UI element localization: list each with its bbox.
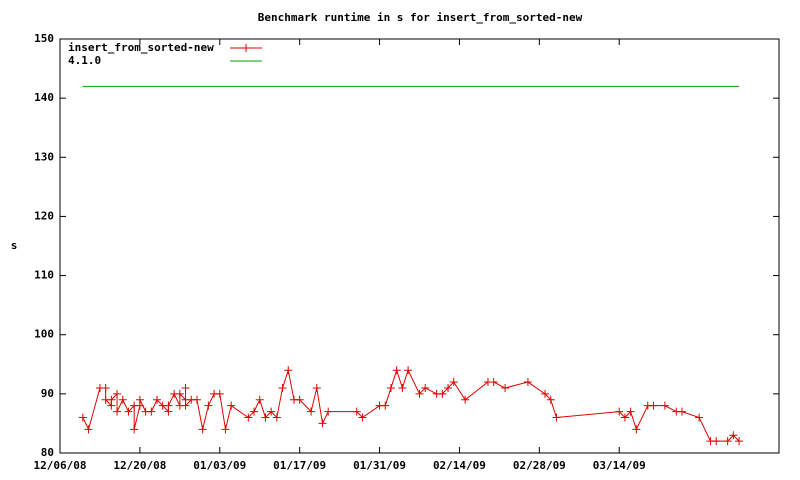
point — [449, 378, 458, 387]
point — [415, 389, 424, 398]
point — [192, 395, 201, 404]
point — [261, 413, 270, 422]
point — [461, 395, 470, 404]
point — [307, 407, 316, 416]
point — [421, 383, 430, 392]
point — [113, 407, 122, 416]
y-tick-label: 130 — [34, 150, 54, 163]
point — [381, 401, 390, 410]
point — [78, 413, 87, 422]
point — [735, 437, 744, 446]
point — [438, 389, 447, 398]
point — [175, 389, 184, 398]
point — [130, 425, 139, 434]
x-tick-label: 03/14/09 — [593, 459, 646, 472]
plot-frame — [59, 38, 780, 454]
point — [272, 413, 281, 422]
x-tick-label: 02/14/09 — [433, 459, 486, 472]
point — [267, 407, 276, 416]
legend-label: 4.1.0 — [68, 54, 101, 67]
point — [501, 383, 510, 392]
point — [113, 389, 122, 398]
point — [255, 395, 264, 404]
point — [392, 366, 401, 375]
y-tick-label: 150 — [34, 32, 54, 45]
point — [164, 401, 173, 410]
point — [695, 413, 704, 422]
point — [295, 395, 304, 404]
y-tick-label: 90 — [41, 387, 54, 400]
point — [620, 413, 629, 422]
x-tick-label: 01/17/09 — [273, 459, 326, 472]
y-axis-label: s — [11, 239, 18, 252]
point — [278, 383, 287, 392]
legend-marker — [242, 44, 250, 52]
point — [215, 389, 224, 398]
point — [324, 407, 333, 416]
legend-label: insert_from_sorted-new — [68, 41, 214, 54]
point — [198, 425, 207, 434]
point — [84, 425, 93, 434]
point — [398, 383, 407, 392]
x-tick-label: 12/20/08 — [113, 459, 166, 472]
point — [358, 413, 367, 422]
point — [284, 366, 293, 375]
point — [444, 383, 453, 392]
point — [660, 401, 669, 410]
point — [541, 389, 550, 398]
point — [386, 383, 395, 392]
x-tick-label: 01/31/09 — [353, 459, 406, 472]
y-tick-label: 120 — [34, 209, 54, 222]
y-tick-label: 110 — [34, 269, 54, 282]
point — [712, 437, 721, 446]
point — [626, 407, 635, 416]
point — [318, 419, 327, 428]
point — [101, 383, 110, 392]
x-tick-label: 12/06/08 — [34, 459, 87, 472]
point — [221, 425, 230, 434]
point — [352, 407, 361, 416]
point — [312, 383, 321, 392]
point — [723, 437, 732, 446]
point — [153, 395, 162, 404]
point — [404, 366, 413, 375]
point — [729, 431, 738, 440]
point — [250, 407, 259, 416]
point — [632, 425, 641, 434]
point — [124, 407, 133, 416]
x-tick-label: 01/03/09 — [193, 459, 246, 472]
point — [489, 378, 498, 387]
x-tick-label: 02/28/09 — [513, 459, 566, 472]
point — [552, 413, 561, 422]
point — [181, 401, 190, 410]
y-tick-label: 80 — [41, 446, 54, 459]
series-line — [82, 368, 740, 442]
point — [107, 395, 116, 404]
point — [181, 383, 190, 392]
point — [649, 401, 658, 410]
point — [546, 395, 555, 404]
point — [204, 401, 213, 410]
y-tick-label: 140 — [34, 91, 54, 104]
point — [677, 407, 686, 416]
point — [523, 378, 532, 387]
y-tick-label: 100 — [34, 328, 54, 341]
point — [227, 401, 236, 410]
point — [244, 413, 253, 422]
chart-title: Benchmark runtime in s for insert_from_s… — [258, 11, 583, 24]
point — [615, 407, 624, 416]
point — [135, 395, 144, 404]
point — [118, 395, 127, 404]
point — [147, 407, 156, 416]
